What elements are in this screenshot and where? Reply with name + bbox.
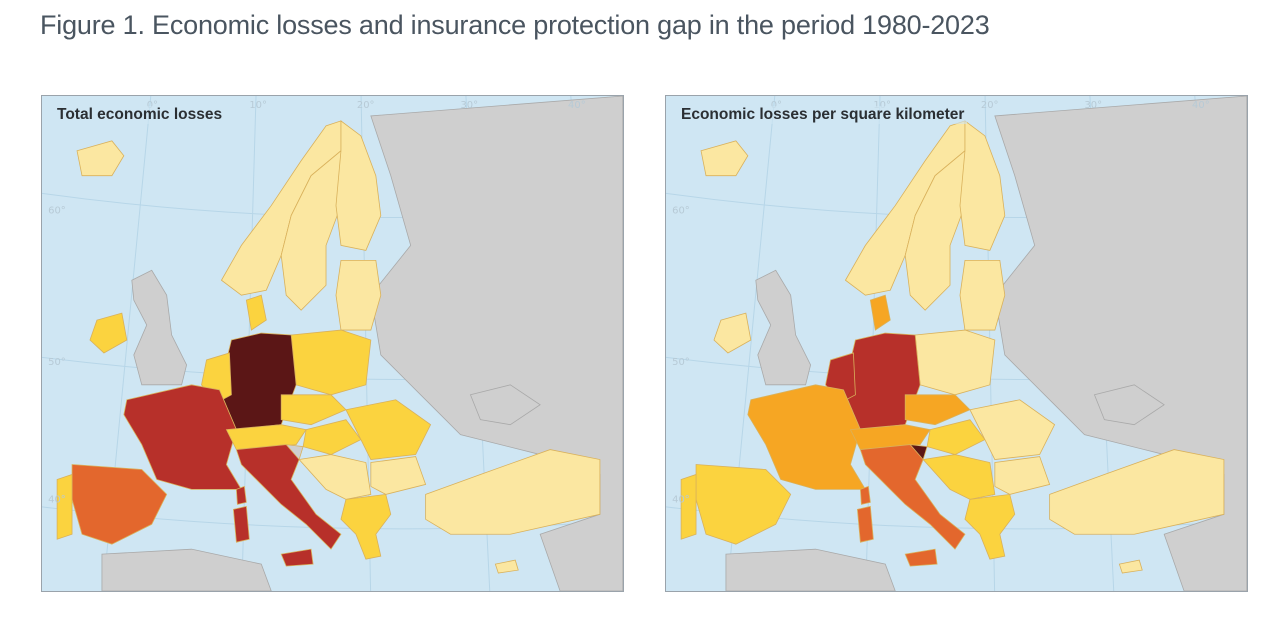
latitude-tick: 40° [672, 494, 690, 505]
latitude-ticks: 60° 50° 40° [672, 206, 690, 506]
longitude-tick: 20° [357, 100, 375, 111]
region-ireland [713, 312, 752, 354]
region-poland [290, 329, 372, 396]
non-eu-land [101, 96, 623, 591]
region-italy [859, 444, 966, 550]
region-baltics [959, 259, 1006, 331]
longitude-tick: 40° [568, 100, 586, 111]
region-hungary [926, 419, 986, 455]
region-corsica [859, 485, 871, 505]
region-turkey [1049, 449, 1225, 535]
region-iceland [700, 140, 749, 177]
region-sicily [904, 548, 938, 567]
countries [56, 120, 601, 574]
region-romania [969, 399, 1056, 460]
region-switzerland-austria [225, 424, 307, 450]
region-sweden [280, 149, 342, 311]
longitude-tick: 0° [147, 100, 158, 111]
longitude-tick: 20° [981, 100, 999, 111]
longitude-ticks: 0° 10° 20° 30° 40° [771, 100, 1210, 111]
map-title: Economic losses per square kilometer [678, 106, 968, 124]
region-poland [914, 329, 996, 396]
map-panel-losses-per-km2: 0° 10° 20° 30° 40° 60° 50° 40° Economic … [665, 95, 1248, 592]
region-corsica [235, 485, 247, 505]
region-cyprus [1118, 559, 1143, 574]
region-czechia-slovakia [904, 394, 971, 426]
latitude-tick: 40° [48, 494, 66, 505]
region-bulgaria [370, 456, 427, 495]
map-panel-total-losses: 0° 10° 20° 30° 40° 60° 50° 40° Total eco… [41, 95, 624, 592]
region-romania [345, 399, 432, 460]
figure-title: Figure 1. Economic losses and insurance … [40, 10, 990, 40]
region-greece [340, 493, 392, 560]
region-sicily [280, 548, 314, 567]
region-sardinia [856, 505, 874, 543]
longitude-tick: 10° [249, 100, 267, 111]
region-spain [695, 464, 792, 545]
region-ireland [89, 312, 128, 354]
countries [680, 120, 1225, 574]
region-hungary [302, 419, 362, 455]
region-cyprus [494, 559, 519, 574]
region-balkans [922, 454, 996, 500]
region-sweden [904, 149, 966, 311]
longitude-tick: 30° [460, 100, 478, 111]
region-balkans [298, 454, 372, 500]
region-turkey [425, 449, 601, 535]
latitude-tick: 60° [672, 206, 690, 217]
region-finland [959, 120, 1006, 251]
region-iceland [76, 140, 125, 177]
region-denmark [869, 294, 891, 331]
map-title: Total economic losses [54, 106, 226, 124]
region-greece [964, 493, 1016, 560]
region-italy [235, 444, 342, 550]
region-spain [71, 464, 168, 545]
longitude-tick: 10° [873, 100, 891, 111]
region-switzerland-austria [849, 424, 931, 450]
longitude-tick: 30° [1084, 100, 1102, 111]
region-baltics [335, 259, 382, 331]
region-portugal [680, 473, 697, 540]
region-czechia-slovakia [280, 394, 347, 426]
region-finland [335, 120, 382, 251]
region-denmark [245, 294, 267, 331]
region-bulgaria [994, 456, 1051, 495]
longitude-tick: 0° [771, 100, 782, 111]
latitude-ticks: 60° 50° 40° [48, 206, 66, 506]
longitude-tick: 40° [1192, 100, 1210, 111]
region-sardinia [232, 505, 250, 543]
latitude-tick: 50° [48, 357, 66, 368]
latitude-tick: 60° [48, 206, 66, 217]
non-eu-land [725, 96, 1247, 591]
longitude-ticks: 0° 10° 20° 30° 40° [147, 100, 586, 111]
region-portugal [56, 473, 73, 540]
latitude-tick: 50° [672, 357, 690, 368]
